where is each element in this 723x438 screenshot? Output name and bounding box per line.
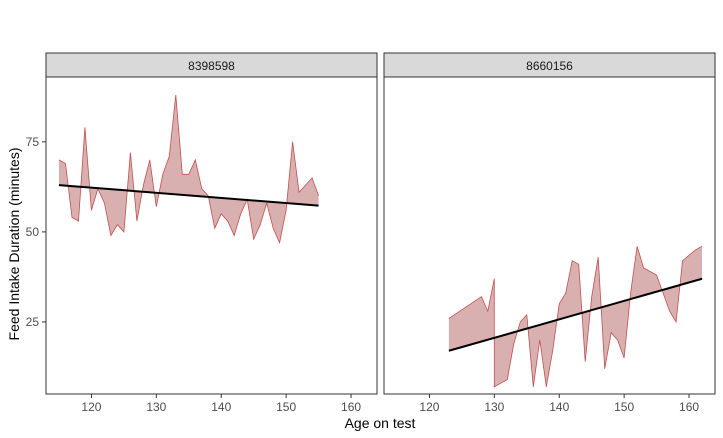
x-tick-label: 140: [549, 400, 569, 414]
x-axis-panel-2: 120 130 140 150 160: [419, 394, 699, 414]
y-axis-title: Feed Intake Duration (minutes): [6, 148, 22, 341]
trend-line: [448, 277, 703, 352]
observed-line: [58, 94, 319, 245]
x-axis-title: Age on test: [345, 415, 416, 431]
x-tick-label: 130: [146, 400, 166, 414]
y-axis: 25 50 75: [26, 135, 46, 329]
x-tick-label: 130: [484, 400, 504, 414]
ribbon-area: [59, 95, 319, 243]
panel-8398598: 8398598: [45, 52, 378, 395]
x-tick-label: 140: [211, 400, 231, 414]
facet-strip: [383, 52, 716, 78]
panel-8660156: 8660156: [383, 52, 716, 395]
panel-border: [45, 76, 378, 395]
y-tick-label: 50: [26, 225, 40, 239]
x-tick-label: 150: [276, 400, 296, 414]
facet-strip: [45, 52, 378, 78]
panel-border: [383, 76, 716, 395]
facet-strip-label: 8660156: [526, 59, 573, 73]
x-axis-panel-1: 120 130 140 150 160: [81, 394, 361, 414]
x-tick-label: 120: [81, 400, 101, 414]
ribbon-area: [448, 246, 702, 387]
x-tick-label: 160: [341, 400, 361, 414]
x-tick-label: 160: [679, 400, 699, 414]
y-tick-label: 25: [26, 315, 40, 329]
x-tick-label: 150: [614, 400, 634, 414]
facet-strip-label: 8398598: [188, 59, 235, 73]
y-tick-label: 75: [26, 135, 40, 149]
trend-line: [58, 184, 319, 207]
x-tick-label: 120: [419, 400, 439, 414]
